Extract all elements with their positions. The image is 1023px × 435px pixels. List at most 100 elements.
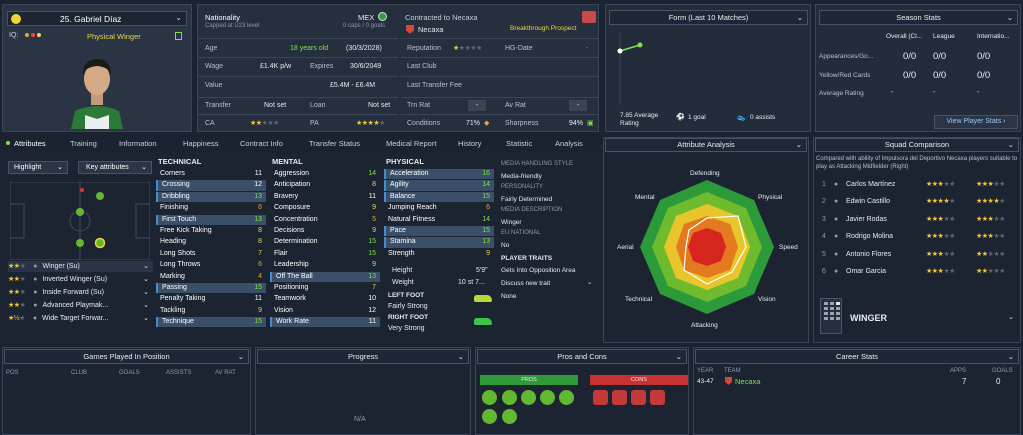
squad-row[interactable]: 1 ● Carlos Martínez ★★★★★ ★★★★★ bbox=[814, 178, 1022, 192]
proscons-title-bar[interactable]: Pros and Cons ⌄ bbox=[477, 349, 687, 364]
attribute-row[interactable]: Work Rate 11 bbox=[270, 317, 380, 328]
attribute-row[interactable]: Penalty Taking 11 bbox=[156, 294, 266, 304]
squad-row[interactable]: 4 ● Rodrigo Molina ★★★★★ ★★★★★ bbox=[814, 230, 1022, 244]
tab-information[interactable]: Information bbox=[119, 139, 157, 148]
season-title-bar[interactable]: Season Stats ⌄ bbox=[819, 10, 1018, 25]
attribute-row[interactable]: Natural Fitness 14 bbox=[384, 215, 494, 225]
con-icon-4[interactable] bbox=[650, 390, 665, 405]
con-icon-1[interactable] bbox=[593, 390, 608, 405]
club-name[interactable]: Necaxa bbox=[418, 25, 444, 34]
attribute-row[interactable]: Off The Ball 13 bbox=[270, 271, 380, 282]
tab-happiness[interactable]: Happiness bbox=[183, 139, 219, 148]
tab-attributes[interactable]: Attributes bbox=[14, 139, 46, 148]
attribute-row[interactable]: Flair 15 bbox=[270, 249, 380, 259]
attribute-row[interactable]: Teamwork 10 bbox=[270, 294, 380, 304]
con-icon-2[interactable] bbox=[612, 390, 627, 405]
tab-training[interactable]: Training bbox=[70, 139, 97, 148]
pro-icon-2[interactable] bbox=[502, 390, 517, 405]
pro-icon-1[interactable] bbox=[482, 390, 497, 405]
attribute-row[interactable]: Positioning 7 bbox=[270, 283, 380, 293]
pro-icon-7[interactable] bbox=[502, 409, 517, 424]
highlight-dropdown[interactable]: Highlight ⌄ bbox=[8, 161, 68, 174]
tab-statistic[interactable]: Statistic bbox=[506, 139, 533, 148]
tab-transfer-status[interactable]: Transfer Status bbox=[309, 139, 360, 148]
tab-contract-info[interactable]: Contract Info bbox=[240, 139, 283, 148]
pro-icon-5[interactable] bbox=[559, 390, 574, 405]
attribute-row[interactable]: Concentration 5 bbox=[270, 215, 380, 225]
attribute-row[interactable]: Long Shots 7 bbox=[156, 249, 266, 259]
pro-icon-3[interactable] bbox=[521, 390, 536, 405]
highlight-label: Highlight bbox=[14, 164, 42, 171]
attribute-row[interactable]: Heading 8 bbox=[156, 237, 266, 247]
attribute-row[interactable]: Anticipation 8 bbox=[270, 180, 380, 190]
attribute-row[interactable]: Agility 14 bbox=[384, 180, 494, 191]
chevron-down-icon[interactable]: ⌄ bbox=[175, 13, 182, 22]
pro-icon-6[interactable] bbox=[482, 409, 497, 424]
note-icon[interactable] bbox=[175, 32, 182, 40]
discuss-trait[interactable]: Discuss new trait bbox=[501, 280, 551, 287]
chevron-down-icon[interactable]: ⌄ bbox=[1008, 314, 1014, 321]
role-item[interactable]: ★★★ ● Inverted Winger (Su) ⌄ bbox=[8, 276, 149, 283]
attribute-row[interactable]: Technique 15 bbox=[156, 317, 266, 328]
attribute-row[interactable]: Stamina 13 bbox=[384, 237, 494, 248]
progress-title-bar[interactable]: Progress ⌄ bbox=[257, 349, 469, 364]
attribute-row[interactable]: Composure 9 bbox=[270, 203, 380, 213]
player-name-box[interactable]: 25. Gabriel Díaz ⌄ bbox=[7, 11, 187, 26]
analysis-title-bar[interactable]: Attribute Analysis ⌄ bbox=[605, 138, 807, 152]
attribute-row[interactable]: Strength 9 bbox=[384, 249, 494, 259]
form-title-bar[interactable]: Form (Last 10 Matches) ⌄ bbox=[609, 10, 808, 25]
squad-row[interactable]: 2 ● Edwin Castillo ★★★★★ ★★★★★ bbox=[814, 195, 1022, 209]
attribute-row[interactable]: Jumping Reach 6 bbox=[384, 203, 494, 213]
attribute-row[interactable]: Determination 15 bbox=[270, 237, 380, 247]
radar-label: Technical bbox=[625, 296, 653, 303]
lastfee-label: Last Transfer Fee bbox=[407, 82, 462, 89]
role-item[interactable]: ★★★ ● Inside Forward (Su) ⌄ bbox=[8, 289, 149, 296]
career-apps: 7 bbox=[962, 377, 967, 386]
attribute-label: Work Rate bbox=[276, 318, 309, 326]
attribute-row[interactable]: Vision 12 bbox=[270, 306, 380, 316]
con-icon-3[interactable] bbox=[631, 390, 646, 405]
contract-flag[interactable] bbox=[582, 11, 596, 23]
attribute-row[interactable]: Dribbling 13 bbox=[156, 191, 266, 203]
view-player-stats-button[interactable]: View Player Stats › bbox=[934, 115, 1018, 129]
attribute-row[interactable]: Long Throws 6 bbox=[156, 260, 266, 270]
games-title-bar[interactable]: Games Played In Position ⌄ bbox=[4, 349, 249, 364]
attribute-row[interactable]: Decisions 9 bbox=[270, 226, 380, 236]
pro-icon-4[interactable] bbox=[540, 390, 555, 405]
attribute-row[interactable]: Free Kick Taking 8 bbox=[156, 226, 266, 236]
squad-row[interactable]: 5 ● Antonio Flores ★★★★★ ★★★★★ bbox=[814, 248, 1022, 262]
career-title-bar[interactable]: Career Stats ⌄ bbox=[695, 349, 1019, 364]
career-team[interactable]: Necaxa bbox=[735, 377, 761, 386]
role-item[interactable]: ★★★ ● Advanced Playmak... ⌄ bbox=[8, 302, 149, 309]
attribute-value: 8 bbox=[372, 181, 376, 189]
role-label: Advanced Playmak... bbox=[42, 302, 109, 309]
attribute-row[interactable]: Crossing 12 bbox=[156, 180, 266, 191]
squad-row[interactable]: 3 ● Javier Rodas ★★★★★ ★★★★★ bbox=[814, 213, 1022, 227]
attribute-row[interactable]: Acceleration 16 bbox=[384, 169, 494, 180]
attribute-row[interactable]: Tackling 9 bbox=[156, 306, 266, 316]
attribute-row[interactable]: Passing 15 bbox=[156, 283, 266, 294]
iq-dots bbox=[25, 32, 41, 39]
attribute-row[interactable]: Corners 11 bbox=[156, 169, 266, 179]
squad-title-bar[interactable]: Squad Comparison ⌄ bbox=[815, 138, 1019, 152]
tab-analysis[interactable]: Analysis bbox=[555, 139, 583, 148]
analysis-title: Attribute Analysis bbox=[677, 140, 735, 149]
key-attributes-dropdown[interactable]: Key attributes ⌄ bbox=[78, 161, 152, 174]
attribute-value: 11 bbox=[368, 192, 376, 200]
attribute-row[interactable]: Balance 15 bbox=[384, 191, 494, 203]
squad-row[interactable]: 6 ● Omar Garcia ★★★★★ ★★★★★ bbox=[814, 265, 1022, 279]
attribute-row[interactable]: First Touch 13 bbox=[156, 214, 266, 225]
attribute-row[interactable]: Leadership 9 bbox=[270, 260, 380, 270]
attribute-row[interactable]: Bravery 11 bbox=[270, 192, 380, 202]
attribute-row[interactable]: Pace 15 bbox=[384, 226, 494, 237]
form-chart bbox=[617, 33, 643, 105]
tab-medical-report[interactable]: Medical Report bbox=[386, 139, 437, 148]
attribute-row[interactable]: Marking 4 bbox=[156, 272, 266, 282]
attribute-row[interactable]: Finishing 6 bbox=[156, 203, 266, 213]
attribute-row[interactable]: Aggression 14 bbox=[270, 169, 380, 179]
chevron-down-icon[interactable]: ⌄ bbox=[587, 279, 593, 286]
role-item[interactable]: ★½★ ● Wide Target Forwar... ⌄ bbox=[8, 315, 149, 322]
tab-history[interactable]: History bbox=[458, 139, 482, 148]
role-item[interactable]: ★★★ ● Winger (Su) ⌄ bbox=[8, 261, 153, 272]
attribute-value: 9 bbox=[372, 204, 376, 212]
